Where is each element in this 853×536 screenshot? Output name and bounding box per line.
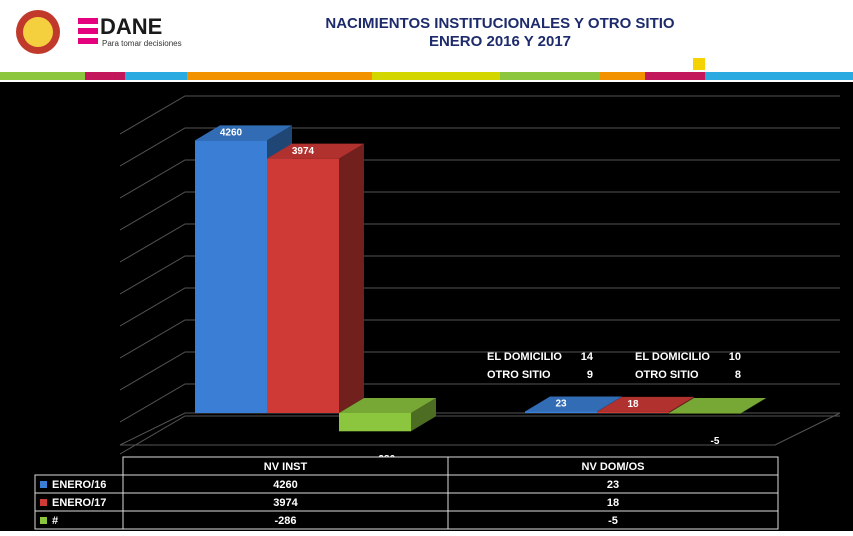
grid-line (119, 351, 840, 391)
table-value: 4260 (273, 479, 297, 491)
bar (669, 398, 766, 414)
grid-line (119, 287, 840, 327)
annotation-label: OTRO SITIO (635, 369, 699, 381)
legend-swatch (40, 499, 47, 506)
table-value: 3974 (273, 497, 298, 509)
data-label: 3974 (292, 146, 315, 157)
bar-side (669, 396, 694, 413)
legend-swatch (40, 517, 47, 524)
grid-line (119, 191, 840, 231)
bar (339, 398, 436, 432)
annotation-value: 9 (587, 369, 593, 381)
bar (597, 396, 694, 413)
floor (119, 412, 841, 446)
logo-bar (78, 38, 98, 44)
grid-line (119, 127, 840, 167)
table-header: NV INST (264, 461, 308, 473)
table-header: NV DOM/OS (582, 461, 645, 473)
deco-square (693, 58, 705, 70)
bar-front (267, 158, 339, 413)
data-label: 23 (555, 399, 567, 410)
bar-top (597, 396, 694, 412)
table-value: -286 (274, 515, 296, 527)
grid-line (119, 223, 840, 263)
table-value: 23 (607, 479, 619, 491)
annotation-value: 10 (729, 351, 741, 363)
logo-bar (78, 18, 98, 24)
logo-bar (78, 28, 98, 34)
grid-line (119, 415, 840, 455)
data-label: 18 (627, 399, 639, 410)
bar-side (339, 143, 364, 413)
bar (267, 143, 364, 413)
grid-line (119, 255, 840, 295)
annotation-value: 8 (735, 369, 741, 381)
bar-top (669, 398, 766, 413)
grid-line (119, 319, 840, 359)
bar-side (411, 398, 436, 432)
legend-swatch (40, 481, 47, 488)
emblem-inner (23, 17, 53, 47)
data-label: -5 (711, 436, 720, 447)
annotation-value: 14 (581, 351, 594, 363)
bar-front (195, 140, 267, 414)
legend-label: ENERO/17 (52, 497, 106, 509)
grid (119, 95, 841, 455)
bar-top (339, 398, 436, 413)
grid-line (119, 95, 840, 135)
bar-top (195, 125, 292, 141)
color-stripe (0, 72, 853, 80)
chart-title: NACIMIENTOS INSTITUCIONALES Y OTRO SITIO (325, 15, 675, 32)
table-cell (447, 510, 779, 530)
bar-top (525, 396, 622, 412)
legend-label: # (52, 515, 58, 527)
chart-background (0, 82, 853, 531)
grid-line (119, 159, 840, 199)
bar-side (741, 398, 766, 414)
grid-line (119, 383, 840, 423)
bar-front (597, 411, 669, 413)
bar-front (525, 411, 597, 413)
table-value: 18 (607, 497, 619, 509)
logo: DANE (100, 14, 162, 39)
data-label: 4260 (220, 128, 243, 139)
bar-top (267, 143, 364, 159)
legend-label: ENERO/16 (52, 479, 106, 491)
bar-front (669, 413, 741, 414)
chart-subtitle: ENERO 2016 Y 2017 (429, 33, 571, 50)
annotation-label: EL DOMICILIO (487, 351, 562, 363)
table-value: -5 (608, 515, 618, 527)
tagline: Para tomar decisiones (102, 39, 182, 48)
table-cell (34, 510, 124, 530)
annotation-label: OTRO SITIO (487, 369, 551, 381)
annotation-label: EL DOMICILIO (635, 351, 710, 363)
bar-front (339, 413, 411, 432)
